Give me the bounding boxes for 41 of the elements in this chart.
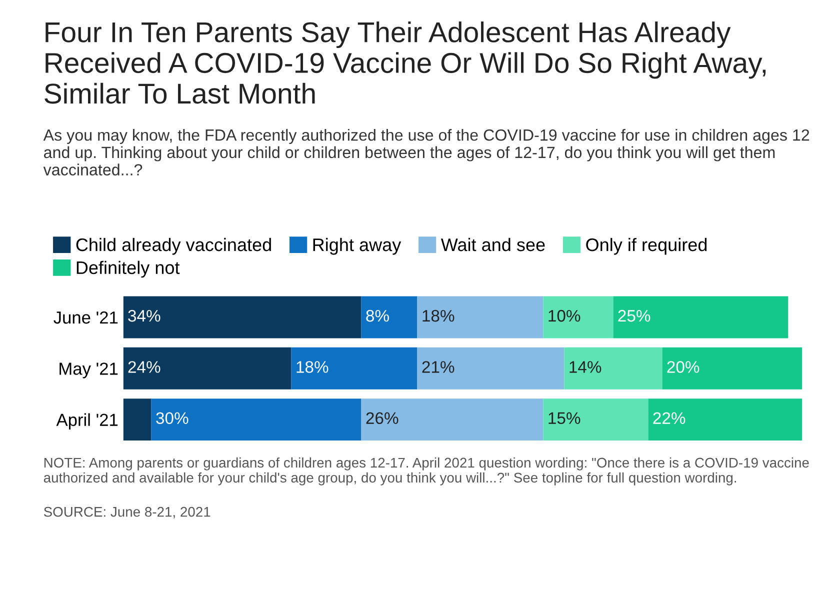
data-label: 25%: [618, 310, 650, 322]
chart-subtitle: As you may know, the FDA recently authorized the use of the COVID-19 vaccine for use in children ages 12 and up. Thinking about your child or children between the ages of 12-17, do you think you will get them vaccinated...?: [43, 128, 810, 176]
bar: [417, 347, 564, 390]
legend-label: Wait and see: [440, 238, 545, 252]
bar: [417, 296, 544, 338]
bar: [361, 398, 544, 441]
data-label: 18%: [296, 361, 328, 373]
bar: [151, 398, 362, 441]
bar: [662, 347, 802, 390]
y-tick-label: June '21: [54, 311, 118, 324]
data-label: 26%: [366, 412, 398, 424]
legend-label: Only if required: [586, 238, 707, 255]
y-tick-label: May '21: [60, 362, 118, 378]
bar: [564, 347, 662, 390]
data-label: 18%: [422, 310, 454, 322]
source-note: SOURCE: June 8-21, 2021: [44, 506, 210, 518]
bar: [123, 398, 152, 441]
data-label: 34%: [128, 310, 160, 322]
data-label: 14%: [570, 361, 602, 373]
data-label: 24%: [128, 361, 160, 373]
data-label: 20%: [667, 361, 700, 373]
data-label: 21%: [422, 361, 454, 373]
bar: [543, 296, 614, 338]
text: NOTE: Among parents or guardians of children ages 12-17. April 2021 question wording: "Once there is a COVID-19 vaccine authorized and available for your child's age group, do you think you will...?" See topline for full question wording.: [44, 457, 809, 486]
legend-label: Definitely not: [76, 260, 180, 278]
data-label: 10%: [548, 310, 580, 322]
y-tick-label: April '21: [56, 413, 118, 430]
bar: [648, 398, 802, 441]
bar: [291, 347, 418, 390]
bar: [123, 347, 292, 390]
data-label: 15%: [548, 412, 580, 424]
bar: [123, 296, 362, 338]
bar: [361, 296, 418, 338]
chart-title: Four In Ten Parents Say Their Adolescent Has Already Received A COVID-19 Vaccine Or Will Do So Right Away, Similar To Last Month: [44, 21, 766, 104]
data-label: 8%: [366, 310, 389, 322]
legend-label: Child already vaccinated: [76, 238, 271, 255]
legend-label: Right away: [313, 238, 402, 255]
bar: [613, 296, 788, 338]
data-label: 22%: [653, 412, 686, 424]
data-label: 30%: [156, 412, 188, 424]
bar: [543, 398, 648, 441]
